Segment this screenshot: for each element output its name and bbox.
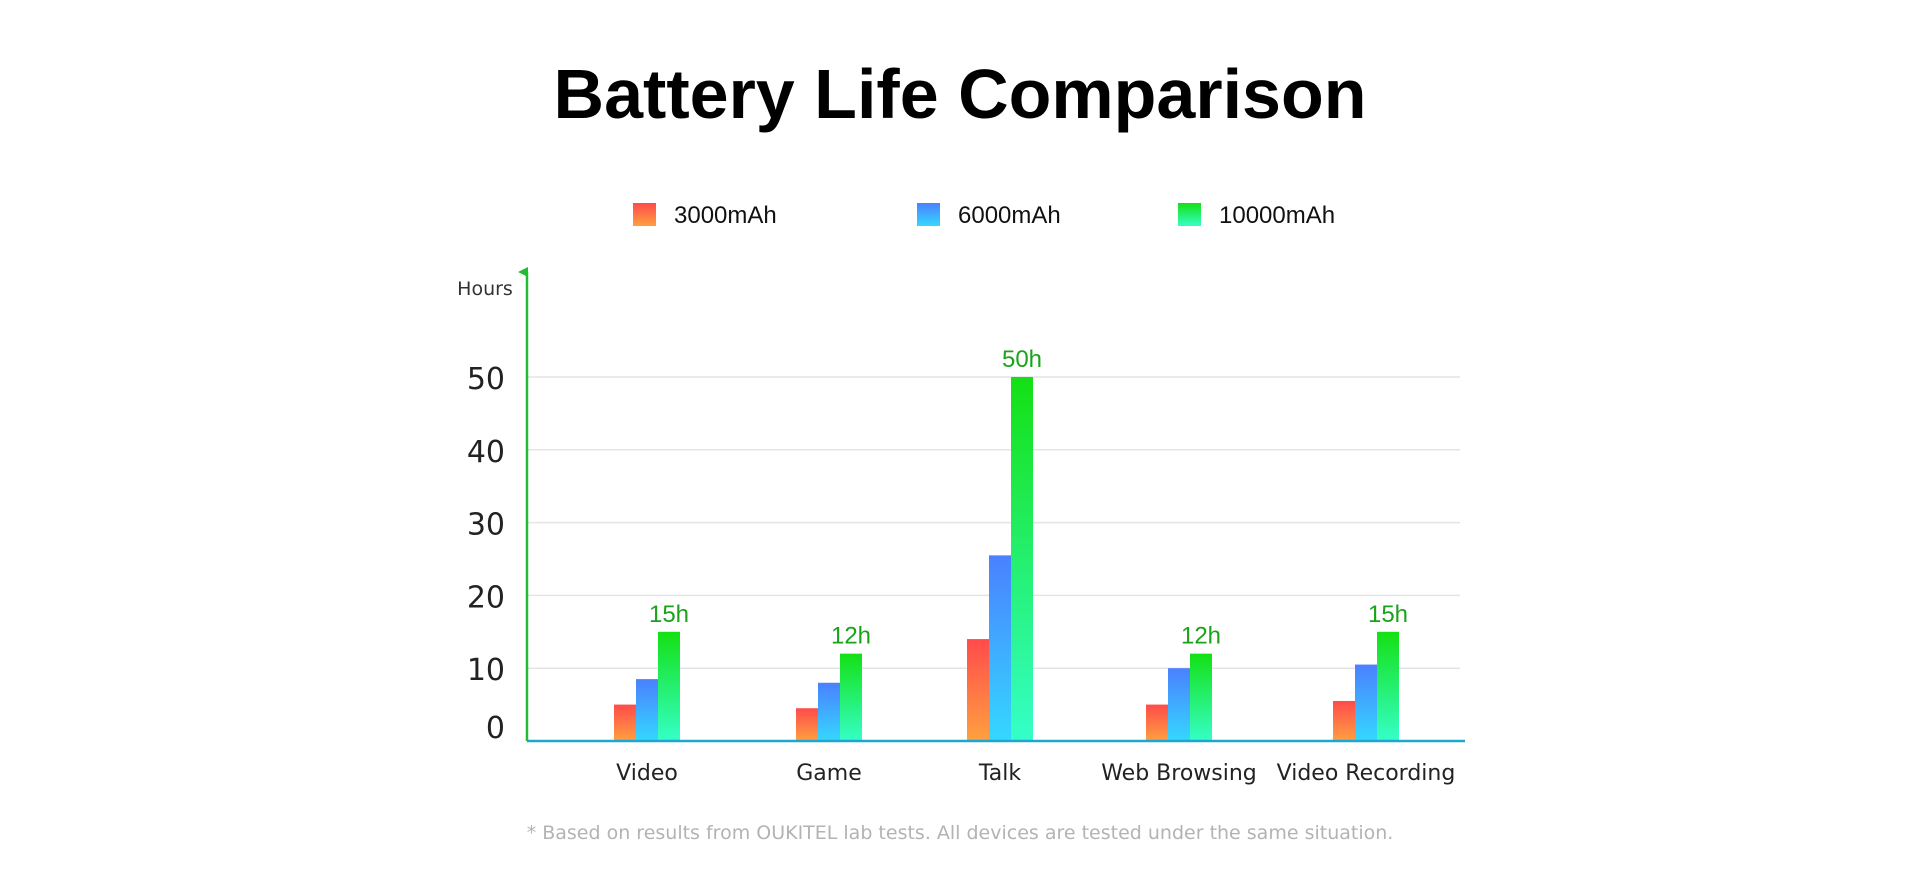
data-label-talk: 50h: [1002, 346, 1042, 373]
bar-video-10000mah: [658, 631, 680, 741]
y-tick-label-50: 50: [467, 362, 505, 397]
legend-label-6000mah: 6000mAh: [958, 202, 1061, 229]
bar-web-browsing-10000mah: [1190, 653, 1212, 741]
chart-title: Battery Life Comparison: [554, 55, 1367, 133]
bar-talk-10000mah: [1011, 377, 1033, 741]
bar-game-10000mah: [840, 653, 862, 741]
data-label-video-recording: 15h: [1368, 601, 1408, 628]
y-tick-label-20: 20: [467, 580, 505, 615]
legend-label-3000mah: 3000mAh: [674, 202, 777, 229]
bar-talk-3000mah: [967, 639, 989, 741]
y-axis-label: Hours: [457, 278, 513, 300]
y-tick-label-40: 40: [467, 435, 505, 470]
grid: [527, 376, 1460, 669]
y-tick-label-30: 30: [467, 508, 505, 543]
bar-web-browsing-3000mah: [1146, 704, 1168, 741]
x-tick-label-video-recording: Video Recording: [1277, 761, 1456, 786]
bar-game-6000mah: [818, 682, 840, 741]
x-tick-label-game: Game: [796, 761, 862, 786]
y-tick-label-10: 10: [467, 653, 505, 688]
legend-swatch-10000mah: [1178, 203, 1201, 226]
legend-swatch-3000mah: [633, 203, 656, 226]
bar-talk-6000mah: [989, 555, 1011, 741]
y-tick-label-0: 0: [486, 711, 505, 746]
bar-video-recording-6000mah: [1355, 664, 1377, 741]
data-label-web-browsing: 12h: [1181, 623, 1221, 650]
labels: 0 10 20 30 40 50 15h Video 12h Game 50h Talk 12h Web …: [467, 346, 1456, 786]
data-label-video: 15h: [649, 601, 689, 628]
bar-web-browsing-6000mah: [1168, 668, 1190, 741]
legend-label-10000mah: 10000mAh: [1219, 202, 1335, 229]
bar-video-recording-3000mah: [1333, 700, 1355, 741]
bar-video-recording-10000mah: [1377, 631, 1399, 741]
legend: 3000mAh 6000mAh 10000mAh: [633, 202, 1335, 229]
footnote: * Based on results from OUKITEL lab test…: [527, 822, 1394, 844]
x-tick-label-web-browsing: Web Browsing: [1101, 761, 1257, 786]
data-label-game: 12h: [831, 623, 871, 650]
bars: [614, 377, 1399, 741]
axes: [518, 267, 1465, 743]
bar-game-3000mah: [796, 708, 818, 741]
legend-swatch-6000mah: [917, 203, 940, 226]
x-tick-label-video: Video: [616, 761, 678, 786]
x-tick-label-talk: Talk: [978, 761, 1021, 786]
bar-video-6000mah: [636, 679, 658, 741]
bar-video-3000mah: [614, 704, 636, 741]
